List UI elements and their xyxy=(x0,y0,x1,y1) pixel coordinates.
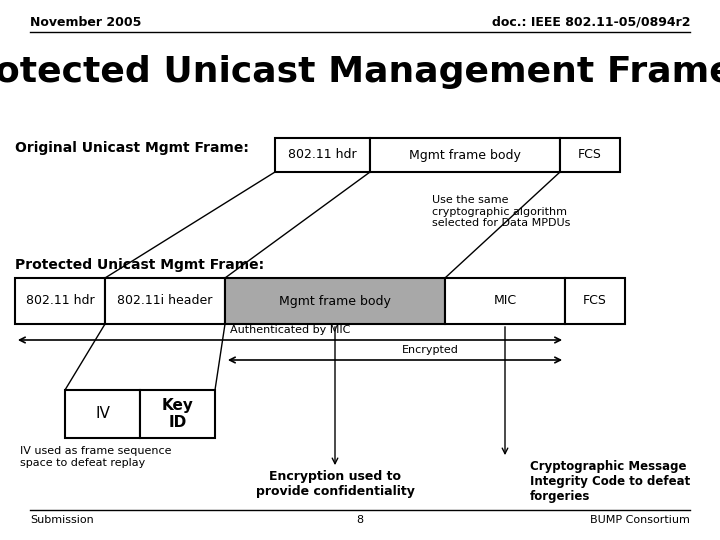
Text: BUMP Consortium: BUMP Consortium xyxy=(590,515,690,525)
Bar xyxy=(140,390,215,438)
Text: Submission: Submission xyxy=(30,515,94,525)
Text: Mgmt frame body: Mgmt frame body xyxy=(279,294,391,307)
Text: Use the same
cryptographic algorithm
selected for Data MPDUs: Use the same cryptographic algorithm sel… xyxy=(432,195,570,228)
Text: 8: 8 xyxy=(356,515,364,525)
Text: 802.11 hdr: 802.11 hdr xyxy=(288,148,357,161)
Bar xyxy=(65,390,140,438)
Text: Cryptographic Message
Integrity Code to defeat
forgeries: Cryptographic Message Integrity Code to … xyxy=(530,460,690,503)
Text: 802.11 hdr: 802.11 hdr xyxy=(26,294,94,307)
Bar xyxy=(370,138,560,172)
Text: Key
ID: Key ID xyxy=(161,398,194,430)
Text: otected Unicast Management Frame Format using CC: otected Unicast Management Frame Format … xyxy=(0,55,720,89)
Bar xyxy=(275,138,370,172)
Text: Encryption used to
provide confidentiality: Encryption used to provide confidentiali… xyxy=(256,470,415,498)
Text: 802.11i header: 802.11i header xyxy=(117,294,212,307)
Text: MIC: MIC xyxy=(493,294,516,307)
Bar xyxy=(560,138,620,172)
Text: Encrypted: Encrypted xyxy=(402,345,459,355)
Text: FCS: FCS xyxy=(583,294,607,307)
Text: November 2005: November 2005 xyxy=(30,16,141,29)
Text: FCS: FCS xyxy=(578,148,602,161)
Text: Authenticated by MIC: Authenticated by MIC xyxy=(230,325,350,335)
Bar xyxy=(445,278,565,324)
Text: IV used as frame sequence
space to defeat replay: IV used as frame sequence space to defea… xyxy=(20,446,171,468)
Bar xyxy=(565,278,625,324)
Bar xyxy=(225,278,445,324)
Bar xyxy=(105,278,225,324)
Text: doc.: IEEE 802.11-05/0894r2: doc.: IEEE 802.11-05/0894r2 xyxy=(492,16,690,29)
Text: Protected Unicast Mgmt Frame:: Protected Unicast Mgmt Frame: xyxy=(15,258,264,272)
Text: IV: IV xyxy=(95,407,110,422)
Text: Original Unicast Mgmt Frame:: Original Unicast Mgmt Frame: xyxy=(15,141,249,155)
Bar xyxy=(15,278,105,324)
Text: Mgmt frame body: Mgmt frame body xyxy=(409,148,521,161)
